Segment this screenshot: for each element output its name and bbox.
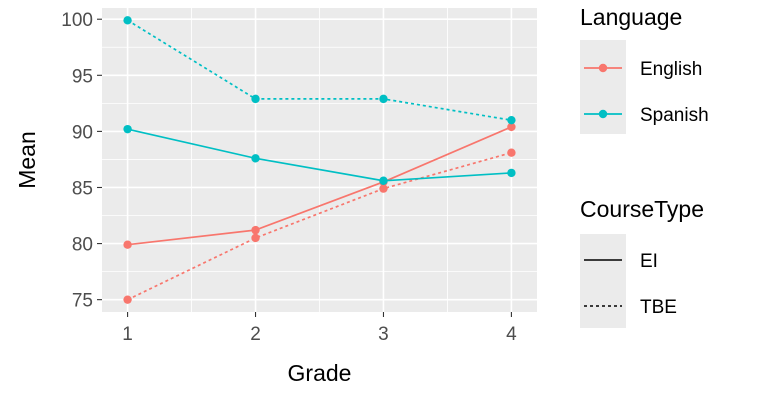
y-tick-label: 75 bbox=[72, 291, 93, 312]
y-tick-label: 90 bbox=[72, 122, 93, 143]
legend-label-ei: EI bbox=[640, 251, 658, 272]
x-tick-label: 3 bbox=[378, 324, 389, 345]
data-point-english-tbe bbox=[507, 148, 516, 157]
y-axis: 75 80 85 90 95 100 bbox=[61, 10, 102, 312]
data-point-spanish-ei bbox=[379, 176, 388, 185]
data-point-spanish-tbe bbox=[507, 115, 516, 125]
series-line-spanish-tbe bbox=[127, 19, 512, 122]
x-tick-label: 1 bbox=[122, 324, 133, 345]
legend-language-title: Language bbox=[580, 4, 682, 30]
series-line-spanish-ei bbox=[127, 128, 512, 182]
legend-coursetype-keys-background bbox=[580, 234, 626, 328]
data-point-spanish-ei bbox=[507, 168, 516, 178]
y-tick-label: 80 bbox=[72, 235, 93, 256]
legend-label-tbe: TBE bbox=[640, 297, 677, 318]
legend-language-keys-background bbox=[580, 40, 626, 134]
data-point-english-ei bbox=[123, 240, 132, 249]
x-axis-title: Grade bbox=[288, 360, 352, 386]
data-point-english-tbe bbox=[379, 184, 388, 193]
series-line-english-tbe bbox=[127, 151, 512, 301]
data-point-english-ei bbox=[251, 225, 260, 235]
legend-coursetype-items: EI TBE bbox=[584, 251, 677, 318]
minor-gridlines bbox=[102, 8, 537, 312]
major-gridlines bbox=[102, 8, 537, 312]
legend-coursetype: CourseType EI TBE bbox=[580, 196, 704, 328]
y-tick-label: 85 bbox=[72, 178, 93, 199]
data-point-english-tbe bbox=[123, 295, 132, 304]
x-tick-label: 2 bbox=[250, 324, 261, 345]
data-point-spanish-ei bbox=[251, 154, 260, 163]
data-point-english-ei bbox=[507, 122, 516, 132]
series-layer bbox=[123, 16, 516, 304]
legend-coursetype-title: CourseType bbox=[580, 196, 704, 222]
y-tick-label: 95 bbox=[72, 66, 93, 87]
data-point-english-tbe bbox=[251, 233, 260, 243]
legend-language-items: English Spanish bbox=[584, 59, 709, 126]
data-point-spanish-tbe bbox=[379, 94, 388, 104]
x-axis: 1 2 3 4 bbox=[122, 312, 517, 345]
legend-key-point bbox=[598, 109, 608, 119]
data-point-spanish-ei bbox=[123, 124, 132, 134]
legend-language: Language English Spanish bbox=[580, 4, 709, 134]
data-point-spanish-tbe bbox=[251, 94, 260, 104]
y-tick-label: 100 bbox=[61, 10, 93, 31]
x-tick-label: 4 bbox=[506, 324, 517, 345]
series-line-english-ei bbox=[127, 126, 512, 246]
legend-label-english: English bbox=[640, 59, 702, 80]
data-point-spanish-tbe bbox=[123, 16, 132, 25]
legend-label-spanish: Spanish bbox=[640, 105, 709, 126]
legend-key-point bbox=[598, 63, 608, 73]
y-axis-title: Mean bbox=[14, 131, 40, 189]
